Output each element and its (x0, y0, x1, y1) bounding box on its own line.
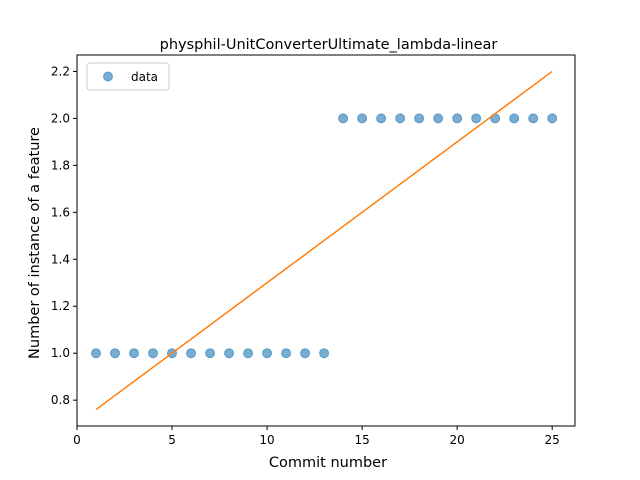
data-point (338, 113, 349, 124)
data-point (91, 348, 102, 359)
x-tick-label: 10 (259, 433, 274, 447)
x-tick-label: 5 (168, 433, 176, 447)
data-point (148, 348, 159, 359)
data-point (110, 348, 121, 359)
data-point (205, 348, 216, 359)
x-tick-label: 0 (73, 433, 81, 447)
y-tick-label: 1.0 (51, 346, 70, 360)
y-tick-label: 1.6 (51, 205, 70, 219)
legend-frame (86, 62, 170, 91)
chart-title: physphil-UnitConverterUltimate_lambda-li… (160, 37, 498, 53)
data-point (547, 113, 558, 124)
data-point (243, 348, 254, 359)
data-point (471, 113, 482, 124)
data-point (414, 113, 425, 124)
x-tick-label: 20 (450, 433, 465, 447)
legend-label-data: data (131, 70, 158, 84)
data-point (129, 348, 140, 359)
y-tick-label: 2.2 (51, 64, 70, 78)
plot-frame (76, 54, 576, 427)
data-point (452, 113, 463, 124)
data-point (281, 348, 292, 359)
legend-marker-data (103, 71, 113, 82)
y-tick-label: 1.2 (51, 299, 70, 313)
y-axis-label: Number of instance of a feature (27, 127, 43, 359)
data-point (357, 113, 368, 124)
x-tick-label: 25 (545, 433, 560, 447)
data-point (376, 113, 387, 124)
data-point (319, 348, 330, 359)
data-point (186, 348, 197, 359)
data-point (433, 113, 444, 124)
data-point (300, 348, 311, 359)
data-point (395, 113, 406, 124)
data-point (224, 348, 235, 359)
x-tick-label: 15 (354, 433, 369, 447)
data-point (262, 348, 273, 359)
data-point (528, 113, 539, 124)
y-tick-label: 1.8 (51, 158, 70, 172)
fit-line (95, 70, 553, 411)
legend: data (86, 62, 170, 91)
data-point (509, 113, 520, 124)
y-tick-label: 0.8 (51, 393, 70, 407)
x-axis-label: Commit number (269, 455, 387, 471)
y-tick-label: 2.0 (51, 111, 70, 125)
y-tick-label: 1.4 (51, 252, 70, 266)
